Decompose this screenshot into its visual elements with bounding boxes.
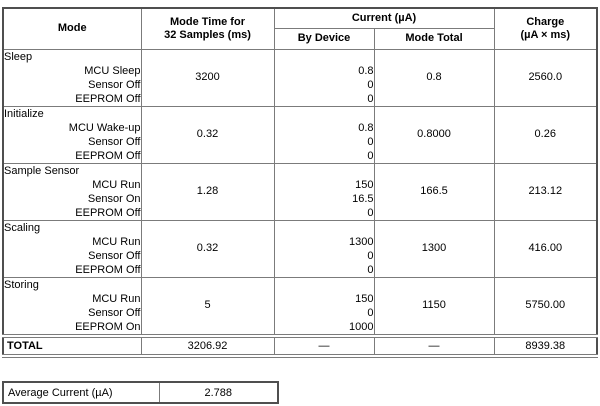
mode-group-label: Initialize [4, 107, 44, 120]
mode-time-cell: 5 [140, 276, 275, 336]
header-mode-time-line2: 32 Samples (ms) [164, 28, 251, 41]
device-current: 0 [367, 135, 374, 148]
mode-time-cell: 3200 [140, 48, 275, 107]
device-label: Sensor Off [88, 78, 141, 91]
device-label: EEPROM Off [75, 149, 141, 162]
mode-group-label: Sleep [4, 50, 33, 63]
device-label: MCU Wake-up [68, 121, 141, 134]
device-current: 0 [367, 263, 374, 276]
header-charge-line2: (µA × ms) [520, 28, 571, 41]
total-mode-total-dash: — [373, 333, 495, 358]
header-mode: Mode [2, 7, 142, 50]
header-charge: Charge (µA × ms) [493, 7, 598, 50]
mode-cell: Sleep MCU Sleep Sensor Off EEPROM Off [2, 48, 142, 107]
total-by-device-dash: — [273, 333, 375, 358]
power-budget-table: Mode Mode Time for 32 Samples (ms) Curre… [2, 7, 599, 358]
table-row-initialize: Initialize MCU Wake-up Sensor Off EEPROM… [2, 105, 598, 164]
header-current-group: Current (µA) [273, 7, 495, 29]
mode-cell: Scaling MCU Run Sensor Off EEPROM Off [2, 219, 142, 278]
device-current: 150 [355, 178, 374, 191]
device-label: Sensor Off [88, 135, 141, 148]
total-label: TOTAL [2, 333, 142, 358]
header-by-device: By Device [273, 27, 375, 50]
mode-group-label: Sample Sensor [4, 164, 80, 177]
table-row-total: TOTAL 3206.92 — — 8939.38 [2, 333, 598, 358]
table-row-storing: Storing MCU Run Sensor Off EEPROM On 5 1… [2, 276, 598, 336]
mode-time-cell: 1.28 [140, 162, 275, 221]
mode-time-cell: 0.32 [140, 105, 275, 164]
mode-cell: Sample Sensor MCU Run Sensor On EEPROM O… [2, 162, 142, 221]
device-current: 1300 [349, 235, 374, 248]
device-label: Sensor Off [88, 306, 141, 319]
mode-total-cell: 1300 [373, 219, 495, 278]
table-row-sample-sensor: Sample Sensor MCU Run Sensor On EEPROM O… [2, 162, 598, 221]
by-device-cell: 150 0 1000 [273, 276, 375, 336]
table-row-sleep: Sleep MCU Sleep Sensor Off EEPROM Off 32… [2, 48, 598, 107]
device-current: 0.8 [358, 64, 374, 77]
header-mode-time: Mode Time for 32 Samples (ms) [140, 7, 275, 50]
by-device-cell: 0.8 0 0 [273, 105, 375, 164]
mode-total-cell: 1150 [373, 276, 495, 336]
device-label: MCU Run [92, 292, 141, 305]
device-current: 150 [355, 292, 374, 305]
header-charge-line1: Charge [526, 15, 565, 28]
device-current: 0 [367, 306, 374, 319]
device-current: 0 [367, 249, 374, 262]
device-label: EEPROM On [75, 320, 141, 333]
mode-total-cell: 166.5 [373, 162, 495, 221]
charge-cell: 416.00 [493, 219, 598, 278]
charge-cell: 213.12 [493, 162, 598, 221]
device-label: Sensor On [87, 192, 141, 205]
device-current: 0 [367, 149, 374, 162]
device-label: MCU Run [92, 235, 141, 248]
device-label: EEPROM Off [75, 263, 141, 276]
device-current: 0 [367, 78, 374, 91]
total-charge: 8939.38 [493, 333, 598, 358]
average-current-value: 2.788 [158, 381, 279, 404]
mode-total-cell: 0.8 [373, 48, 495, 107]
average-current-row: Average Current (µA) 2.788 [2, 381, 279, 404]
by-device-cell: 150 16.5 0 [273, 162, 375, 221]
device-current: 16.5 [352, 192, 374, 205]
table-header: Mode Mode Time for 32 Samples (ms) Curre… [2, 7, 598, 50]
mode-cell: Storing MCU Run Sensor Off EEPROM On [2, 276, 142, 336]
average-current-table: Average Current (µA) 2.788 [2, 381, 279, 404]
by-device-cell: 1300 0 0 [273, 219, 375, 278]
header-mode-total: Mode Total [373, 27, 495, 50]
mode-group-label: Storing [4, 278, 39, 291]
device-label: MCU Sleep [84, 64, 141, 77]
device-label: MCU Run [92, 178, 141, 191]
device-current: 0 [367, 206, 374, 219]
table-row-scaling: Scaling MCU Run Sensor Off EEPROM Off 0.… [2, 219, 598, 278]
device-label: EEPROM Off [75, 206, 141, 219]
average-current-label: Average Current (µA) [2, 381, 160, 404]
charge-cell: 0.26 [493, 105, 598, 164]
device-label: Sensor Off [88, 249, 141, 262]
mode-group-label: Scaling [4, 221, 41, 234]
header-mode-time-line1: Mode Time for [170, 15, 245, 28]
device-label: EEPROM Off [75, 92, 141, 105]
device-current: 1000 [349, 320, 374, 333]
charge-cell: 2560.0 [493, 48, 598, 107]
device-current: 0 [367, 92, 374, 105]
by-device-cell: 0.8 0 0 [273, 48, 375, 107]
mode-total-cell: 0.8000 [373, 105, 495, 164]
charge-cell: 5750.00 [493, 276, 598, 336]
total-time: 3206.92 [140, 333, 275, 358]
device-current: 0.8 [358, 121, 374, 134]
mode-cell: Initialize MCU Wake-up Sensor Off EEPROM… [2, 105, 142, 164]
mode-time-cell: 0.32 [140, 219, 275, 278]
